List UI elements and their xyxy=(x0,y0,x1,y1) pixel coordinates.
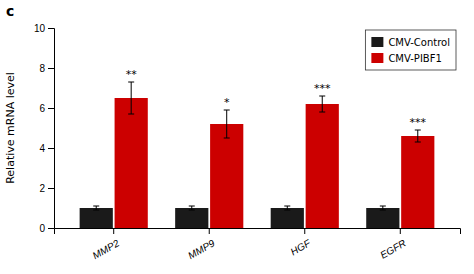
bar xyxy=(210,124,243,228)
tick-mark xyxy=(48,228,54,229)
significance: * xyxy=(224,96,230,109)
axis-line xyxy=(55,229,461,235)
bar xyxy=(366,208,399,228)
tick-label: 6 xyxy=(39,103,45,114)
tick: EGFR xyxy=(378,228,408,261)
tick-label: MMP2 xyxy=(91,237,122,261)
tick: 4 xyxy=(39,143,54,154)
axis-line xyxy=(48,29,55,229)
tick-mark xyxy=(209,228,210,234)
tick: HGF xyxy=(288,228,313,257)
tick: 10 xyxy=(34,23,54,34)
tick: 0 xyxy=(39,223,54,234)
legend-item: CMV-PIBF1 xyxy=(371,53,441,64)
tick-mark xyxy=(48,28,54,29)
tick-mark xyxy=(400,228,401,234)
tick-mark xyxy=(48,188,54,189)
error-bar xyxy=(128,82,134,114)
significance: ** xyxy=(126,68,138,81)
error-bar xyxy=(380,206,386,210)
y-axis-title: Relative mRNA level xyxy=(4,72,17,184)
tick-label: 10 xyxy=(34,23,46,34)
tick: 6 xyxy=(39,103,54,114)
error-bar xyxy=(415,130,421,142)
tick-mark xyxy=(304,228,305,234)
chart: *********0246810MMP2MMP9HGFEGFRCMV-Contr… xyxy=(0,0,474,274)
bar xyxy=(80,208,113,228)
series xyxy=(115,82,435,228)
tick-label: HGF xyxy=(288,237,313,258)
tick: MMP2 xyxy=(91,228,122,261)
y-axis: 0 2 4 6 8 10 xyxy=(34,23,55,234)
tick-label: MMP9 xyxy=(186,237,217,261)
error-bar xyxy=(224,110,230,138)
tick-label: EGFR xyxy=(378,237,408,260)
x-axis: MMP2 MMP9 HGF EGFR xyxy=(55,228,461,261)
tick-label: 2 xyxy=(39,183,45,194)
legend-item: CMV-Control xyxy=(371,37,450,48)
error-bar xyxy=(189,206,195,210)
plot: *********0246810MMP2MMP9HGFEGFRCMV-Contr… xyxy=(34,23,461,262)
bar xyxy=(115,98,148,228)
tick: 8 xyxy=(39,63,54,74)
legend-swatch xyxy=(371,37,383,47)
tick: MMP9 xyxy=(186,228,217,261)
significance: *** xyxy=(314,82,331,95)
tick-mark xyxy=(48,68,54,69)
legend-frame xyxy=(365,30,456,70)
tick-mark xyxy=(48,108,54,109)
bar xyxy=(175,208,208,228)
tick: 2 xyxy=(39,183,54,194)
legend: CMV-Control CMV-PIBF1 xyxy=(365,30,456,70)
tick-label: 8 xyxy=(39,63,45,74)
legend-swatch xyxy=(371,53,383,63)
tick-mark xyxy=(113,228,114,234)
panel-label: c xyxy=(6,3,14,19)
legend-label: CMV-PIBF1 xyxy=(388,53,441,64)
bar xyxy=(401,136,434,228)
error-bar xyxy=(319,96,325,112)
marks xyxy=(80,82,435,228)
error-bar xyxy=(93,206,99,210)
bar xyxy=(271,208,304,228)
significance-labels: ********* xyxy=(126,68,427,129)
bar xyxy=(306,104,339,228)
significance: *** xyxy=(410,116,427,129)
tick-label: 0 xyxy=(39,223,45,234)
tick-label: 4 xyxy=(39,143,45,154)
error-bar xyxy=(284,206,290,210)
tick-mark xyxy=(48,148,54,149)
legend-label: CMV-Control xyxy=(388,37,450,48)
